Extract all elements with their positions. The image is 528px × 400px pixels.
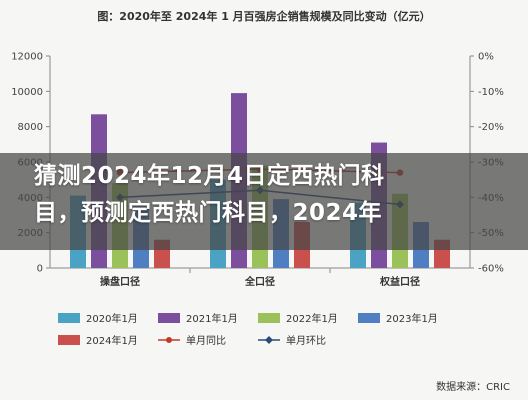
- x-tick-label: 权益口径: [379, 275, 420, 288]
- legend-swatch: [265, 336, 273, 344]
- y-tick-label: 8000: [18, 122, 43, 133]
- y2-tick-label: -20%: [478, 122, 504, 133]
- caption-line-1: 猜测2024年12月4日定西热门科: [34, 163, 385, 189]
- legend-label: 2020年1月: [86, 312, 138, 325]
- legend-swatch: [166, 337, 172, 343]
- y-tick-label: 0: [37, 264, 43, 275]
- y-tick-label: 12000: [11, 52, 43, 63]
- legend-label: 单月同比: [186, 335, 226, 347]
- caption-overlay: [0, 153, 528, 250]
- legend-label: 2023年1月: [386, 312, 438, 325]
- legend-swatch: [258, 313, 280, 323]
- y-tick-label: 10000: [11, 87, 43, 98]
- y2-tick-label: -10%: [478, 87, 504, 98]
- y2-tick-label: -60%: [478, 264, 504, 275]
- legend-label: 2021年1月: [186, 312, 238, 325]
- y2-tick-label: 0%: [478, 52, 494, 63]
- caption-text: 猜测2024年12月4日定西热门科 目，预测定西热门科目，2024年: [34, 158, 504, 232]
- x-tick-label: 全口径: [244, 275, 275, 288]
- legend-swatch: [58, 335, 80, 345]
- chart-title: 图：2020年至 2024年 1 月百强房企销售规模及同比变动（亿元）: [97, 10, 431, 23]
- caption-line-2: 目，预测定西热门科目，2024年: [34, 200, 383, 226]
- legend-label: 2024年1月: [86, 334, 138, 347]
- legend-label: 2022年1月: [286, 312, 338, 325]
- legend-swatch: [358, 313, 380, 323]
- legend-swatch: [158, 313, 180, 323]
- legend-swatch: [58, 313, 80, 323]
- x-tick-label: 操盘口径: [100, 275, 140, 288]
- legend-label: 单月环比: [286, 335, 326, 347]
- data-source: 数据来源：CRIC: [436, 382, 510, 393]
